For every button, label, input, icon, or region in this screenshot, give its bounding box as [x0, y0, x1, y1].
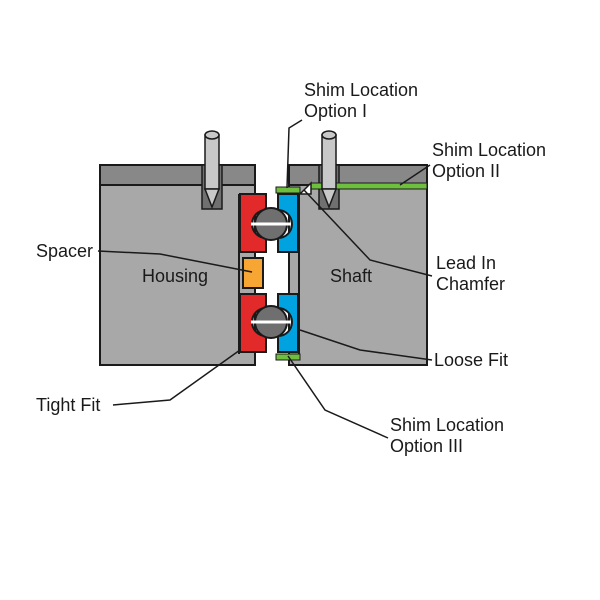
shim-3-label: Shim LocationOption III — [390, 415, 504, 456]
loose-fit-label: Loose Fit — [434, 350, 508, 371]
shim-1-label: Shim LocationOption I — [304, 80, 418, 121]
lead-in-chamfer-label: Lead InChamfer — [436, 253, 505, 294]
housing-top-strip — [100, 165, 255, 187]
shim-2-label: Shim LocationOption II — [432, 140, 546, 181]
bearing-diagram — [0, 0, 600, 600]
housing-block — [100, 165, 255, 365]
tight-fit-label: Tight Fit — [36, 395, 100, 416]
spacer-label: Spacer — [36, 241, 93, 262]
pin-shaft — [322, 131, 336, 207]
shim-option-1 — [276, 187, 300, 193]
spacer — [243, 258, 263, 288]
shaft-label: Shaft — [330, 266, 372, 287]
pin-housing — [205, 131, 219, 207]
housing-label: Housing — [142, 266, 208, 287]
